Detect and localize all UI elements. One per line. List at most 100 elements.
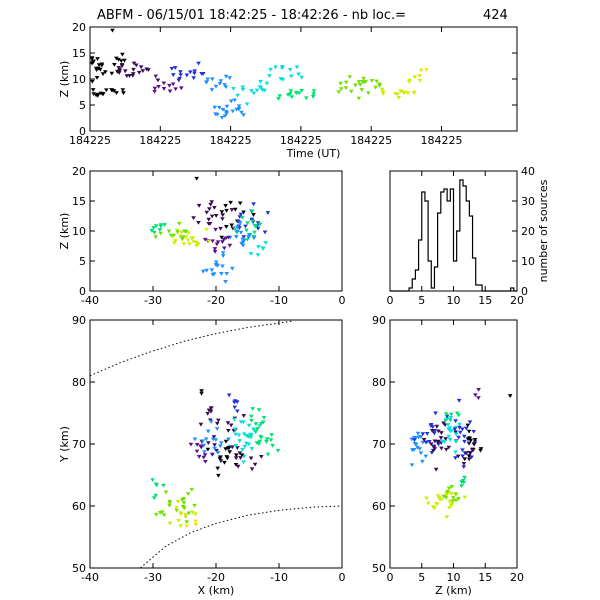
time-height-source-point [288,74,294,79]
zy-projection-source-point [434,424,440,429]
xz-projection-source-point [220,217,225,222]
zy-projection-y-tick-label: 70 [372,438,386,451]
xy-plan-source-point [193,519,198,524]
zy-projection-source-point [446,445,452,450]
zy-projection-source-point [464,451,469,456]
zy-projection-source-point [465,437,471,442]
xz-projection-source-point [212,247,218,251]
xz-projection-axes: -40 -30 -20 -10 0 0 5 10 15 20 Z (km) [58,165,346,307]
xz-projection-source-point [153,235,158,240]
xz-projection-source-point [179,230,184,235]
xz-projection-source-point [243,224,248,229]
xz-projection-source-point [213,227,218,232]
time-height-source-point [100,72,106,77]
time-height-source-point [170,73,176,77]
xz-projection-x-tick-label: -10 [270,294,288,307]
xy-plan-source-point [226,428,231,433]
zy-projection-source-point [436,442,441,447]
xy-plan-axes: -40 -30 -20 -10 0 50 60 70 80 90 X (km) Y (km) [58,314,346,597]
time-height-source-point [294,91,299,96]
xz-projection-source-point [173,239,178,243]
xy-plan-source-point [161,513,167,518]
xy-plan-source-point [223,439,229,444]
xz-projection-source-point [162,223,167,227]
xy-plan-source-point [218,444,223,449]
zy-projection-source-point [441,494,447,499]
time-height-source-point [152,86,158,91]
time-height-source-point [417,74,422,78]
xy-plan-source-point [184,524,190,529]
zy-projection-source-point [446,434,451,439]
xy-plan-source-point [250,407,256,411]
xy-plan-x-tick-label: -20 [207,571,225,584]
xy-plan-source-point [257,424,262,429]
xz-projection-y-tick-label: 20 [72,165,86,178]
xy-plan-source-point [269,433,274,437]
zy-projection-source-point [424,431,430,436]
zy-projection-source-point [453,439,459,444]
zy-projection-source-point [455,454,461,459]
xz-projection-x-tick-label: -40 [81,294,99,307]
xy-plan-source-point [225,421,231,426]
time-height-source-point [156,84,161,89]
time-height-source-point [91,92,97,97]
zy-projection-source-point [439,446,444,451]
xy-plan-source-point [218,455,223,460]
xz-projection-source-point [245,237,250,242]
zy-projection-source-point [460,448,465,453]
time-height-source-point [251,91,257,96]
zy-projection-source-point [434,502,440,506]
time-height-source-point [205,77,210,82]
xz-projection-source-point [229,208,235,212]
time-height-source-point [104,88,109,93]
xz-projection-source-point [245,221,250,226]
time-height-y-tick-label: 5 [79,99,86,112]
xy-plan-source-point [251,427,256,432]
xz-projection-source-point [172,241,177,246]
xy-plan-source-point [239,453,245,458]
xy-plan-source-point [264,439,269,444]
xy-plan-source-point [260,420,266,425]
zy-projection-axes: 0 5 10 15 20 50 60 70 80 90 Z (km) [372,314,524,597]
time-height-source-point [240,85,246,90]
zy-projection-source-point [460,454,465,459]
zy-projection-source-point [449,503,454,508]
time-height-source-point [379,87,385,92]
xy-plan-x-tick-label: 0 [339,571,346,584]
xz-projection-source-point [255,226,261,231]
time-height-source-point [117,67,122,72]
time-height-source-point [140,69,146,74]
xz-projection-source-point [230,266,235,271]
xz-projection-source-point [219,272,224,276]
xz-projection-source-point [200,269,206,274]
time-height-source-point [224,104,230,109]
zy-projection-source-point [465,423,471,428]
xy-plan-source-point [194,442,200,447]
xz-projection-source-point [180,235,186,240]
time-height-y-tick-label: 20 [72,21,86,34]
xz-projection-source-point [233,235,239,239]
zy-projection-y-tick-label: 50 [372,562,386,575]
xy-plan-source-point [176,518,181,523]
time-height-source-point [119,64,125,69]
time-height-source-point [134,63,139,68]
xz-projection-source-point [223,280,228,284]
xy-plan-source-point [241,460,246,465]
time-height-source-point [116,71,122,75]
xz-projection-source-point [234,229,240,234]
xz-projection-source-point [213,214,219,218]
zy-projection-source-point [443,418,448,423]
time-height-source-point [338,87,344,92]
xz-projection-source-point [196,203,202,208]
time-height-source-point [418,68,424,73]
time-height-source-point [279,66,285,71]
zy-projection-source-point [478,448,483,453]
xy-plan-source-point [258,434,263,439]
xz-projection-source-point [224,272,230,276]
time-height-source-point [296,72,301,77]
xz-projection-source-point [219,210,225,215]
time-height-source-point [228,99,234,104]
xy-plan-source-point [249,414,254,419]
zy-projection-source-point [466,454,472,459]
xy-plan-source-point [194,449,200,454]
